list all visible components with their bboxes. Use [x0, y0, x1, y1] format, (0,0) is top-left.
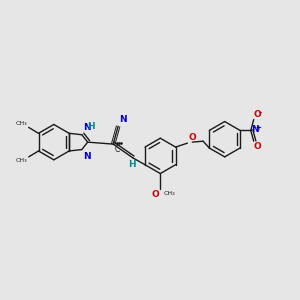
Text: CH₃: CH₃ [163, 191, 175, 196]
Text: O: O [152, 190, 159, 199]
Text: CH₃: CH₃ [16, 158, 28, 163]
Text: +: + [256, 125, 262, 131]
Text: H: H [87, 122, 95, 131]
Text: N: N [83, 123, 90, 132]
Text: -: - [259, 109, 262, 118]
Text: N: N [251, 125, 258, 134]
Text: C: C [114, 145, 119, 154]
Text: O: O [254, 142, 262, 151]
Text: O: O [254, 110, 262, 118]
Text: N: N [119, 116, 127, 124]
Text: H: H [128, 160, 136, 169]
Text: CH₃: CH₃ [16, 122, 28, 126]
Text: N: N [83, 152, 90, 160]
Text: O: O [188, 133, 196, 142]
